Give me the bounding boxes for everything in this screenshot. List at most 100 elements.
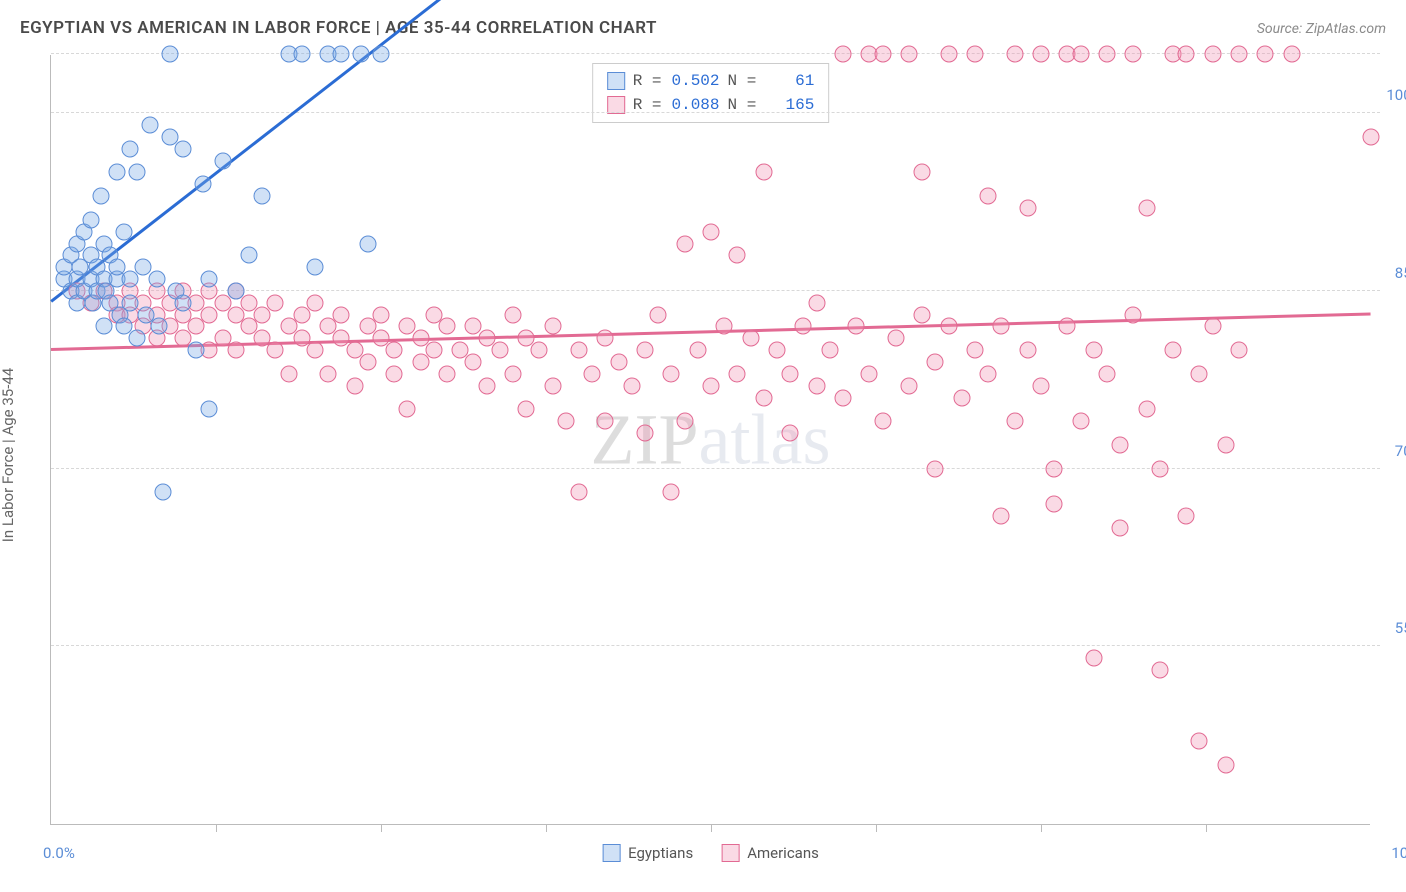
data-point (940, 46, 957, 63)
label-n: N = (728, 69, 757, 93)
data-point (848, 318, 865, 335)
data-point (1099, 46, 1116, 63)
data-point (1072, 46, 1089, 63)
data-point (1151, 460, 1168, 477)
data-point (93, 188, 110, 205)
data-point (1046, 460, 1063, 477)
data-point (782, 365, 799, 382)
y-tick-label: 100.0% (1386, 86, 1406, 104)
data-point (333, 306, 350, 323)
data-point (1125, 46, 1142, 63)
data-point (1151, 662, 1168, 679)
data-point (518, 401, 535, 418)
data-point (399, 401, 416, 418)
data-point (1178, 508, 1195, 525)
data-point (465, 354, 482, 371)
data-point (1046, 496, 1063, 513)
data-point (1072, 413, 1089, 430)
data-point (544, 318, 561, 335)
data-point (122, 294, 139, 311)
data-point (320, 365, 337, 382)
data-point (597, 330, 614, 347)
data-point (755, 389, 772, 406)
x-tick (876, 824, 877, 832)
data-point (1099, 365, 1116, 382)
data-point (1125, 306, 1142, 323)
data-point (755, 164, 772, 181)
data-point (95, 318, 112, 335)
data-point (980, 188, 997, 205)
label-n: N = (728, 93, 757, 117)
title-bar: EGYPTIAN VS AMERICAN IN LABOR FORCE | AG… (20, 18, 1386, 38)
data-point (151, 318, 168, 335)
data-point (293, 46, 310, 63)
data-point (676, 235, 693, 252)
label-r: R = (633, 69, 662, 93)
data-point (967, 342, 984, 359)
data-point (835, 46, 852, 63)
stats-legend-box: R = 0.502 N = 61 R = 0.088 N = 165 (592, 63, 830, 123)
data-point (412, 354, 429, 371)
data-point (227, 282, 244, 299)
data-point (201, 271, 218, 288)
data-point (1138, 200, 1155, 217)
chart-title: EGYPTIAN VS AMERICAN IN LABOR FORCE | AG… (20, 18, 657, 38)
data-point (742, 330, 759, 347)
data-point (1033, 46, 1050, 63)
data-point (676, 413, 693, 430)
data-point (1191, 365, 1208, 382)
data-point (1178, 46, 1195, 63)
data-point (241, 247, 258, 264)
data-point (201, 401, 218, 418)
data-point (571, 342, 588, 359)
data-point (201, 306, 218, 323)
data-point (887, 330, 904, 347)
data-point (386, 342, 403, 359)
data-point (874, 413, 891, 430)
data-point (161, 46, 178, 63)
data-point (531, 342, 548, 359)
data-point (254, 306, 271, 323)
x-tick (216, 824, 217, 832)
data-point (689, 342, 706, 359)
data-point (1257, 46, 1274, 63)
data-point (1191, 733, 1208, 750)
legend-swatch-americans (721, 844, 739, 862)
data-point (194, 176, 211, 193)
data-point (782, 425, 799, 442)
data-point (188, 318, 205, 335)
gridline (51, 468, 1380, 469)
data-point (214, 152, 231, 169)
data-point (109, 164, 126, 181)
data-point (967, 46, 984, 63)
data-point (333, 46, 350, 63)
data-point (861, 365, 878, 382)
data-point (505, 306, 522, 323)
x-tick (546, 824, 547, 832)
data-point (1231, 46, 1248, 63)
data-point (1085, 342, 1102, 359)
bottom-legend: Egyptians Americans (602, 844, 819, 862)
data-point (373, 46, 390, 63)
gridline (51, 112, 1380, 113)
data-point (769, 342, 786, 359)
data-point (155, 484, 172, 501)
gridline (51, 645, 1380, 646)
data-point (650, 306, 667, 323)
value-n-americans: 165 (764, 93, 814, 117)
data-point (128, 330, 145, 347)
data-point (808, 377, 825, 394)
y-tick-label: 55.0% (1395, 619, 1406, 637)
data-point (346, 377, 363, 394)
data-point (307, 294, 324, 311)
data-point (82, 211, 99, 228)
data-point (1283, 46, 1300, 63)
chart-container: EGYPTIAN VS AMERICAN IN LABOR FORCE | AG… (0, 0, 1406, 892)
data-point (914, 306, 931, 323)
data-point (835, 389, 852, 406)
data-point (597, 413, 614, 430)
data-point (353, 46, 370, 63)
data-point (115, 223, 132, 240)
x-tick (1206, 824, 1207, 832)
data-point (425, 342, 442, 359)
